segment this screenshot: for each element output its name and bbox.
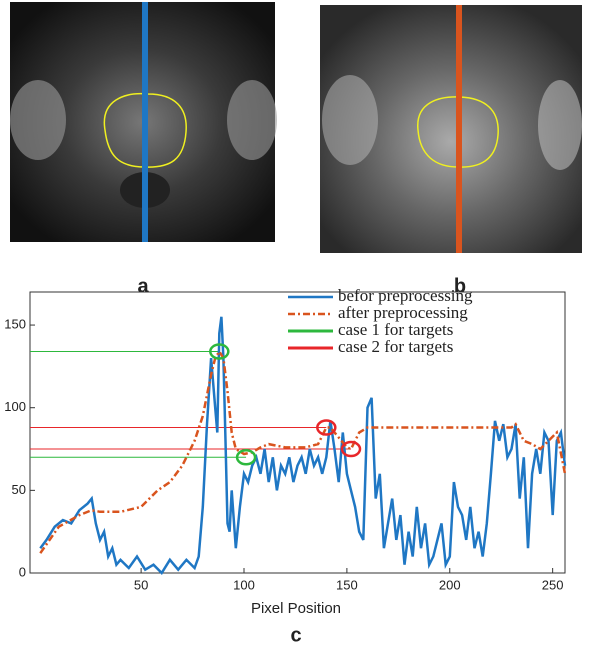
x-tick-label: 50: [134, 577, 148, 592]
y-tick-label: 150: [4, 316, 26, 331]
image-a: [10, 2, 277, 242]
figure: a b c Pixel Position 5010015020025005010…: [0, 0, 589, 649]
series-line: [40, 317, 565, 573]
y-tick-label: 100: [4, 399, 26, 414]
y-tick-label: 50: [12, 482, 26, 497]
image-b: [320, 5, 582, 253]
y-tick-label: 0: [19, 564, 26, 579]
panel-label: c: [290, 624, 301, 646]
x-tick-label: 100: [233, 577, 255, 592]
x-tick-label: 150: [336, 577, 358, 592]
x-tick-label: 250: [542, 577, 564, 592]
legend-label: case 2 for targets: [338, 337, 453, 356]
panel-label: a: [137, 275, 149, 297]
x-tick-label: 200: [439, 577, 461, 592]
x-axis-label: Pixel Position: [251, 600, 341, 617]
